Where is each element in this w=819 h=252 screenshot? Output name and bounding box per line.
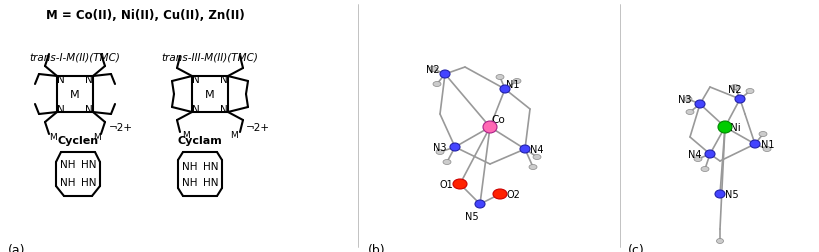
Text: N: N <box>85 105 93 115</box>
Text: N1: N1 <box>505 80 519 90</box>
Text: trans-III-M(II)(TMC): trans-III-M(II)(TMC) <box>161 52 258 62</box>
Text: N1: N1 <box>760 139 774 149</box>
Text: N4: N4 <box>687 149 701 159</box>
Text: Cyclen: Cyclen <box>57 136 98 145</box>
Text: N4: N4 <box>530 144 543 154</box>
Text: N: N <box>57 105 65 115</box>
Text: N3: N3 <box>677 94 691 105</box>
Text: NH: NH <box>60 177 75 187</box>
Text: N: N <box>219 105 228 115</box>
Ellipse shape <box>452 179 467 189</box>
Text: M: M <box>49 132 57 141</box>
Text: trans-I-M(II)(TMC): trans-I-M(II)(TMC) <box>29 52 120 62</box>
Text: O1: O1 <box>439 179 452 189</box>
Ellipse shape <box>762 147 770 152</box>
Ellipse shape <box>482 121 496 134</box>
Ellipse shape <box>492 189 506 199</box>
Ellipse shape <box>749 140 759 148</box>
Text: N: N <box>219 75 228 85</box>
Text: HN: HN <box>203 161 219 171</box>
Ellipse shape <box>717 121 731 134</box>
Ellipse shape <box>450 143 459 151</box>
Ellipse shape <box>734 96 744 104</box>
Ellipse shape <box>432 82 441 87</box>
Text: HN: HN <box>81 177 97 187</box>
Ellipse shape <box>428 67 437 72</box>
Text: M: M <box>93 132 101 141</box>
Text: NH: NH <box>182 177 197 187</box>
Ellipse shape <box>714 190 724 198</box>
Text: NH: NH <box>60 159 75 169</box>
Ellipse shape <box>513 79 520 84</box>
Ellipse shape <box>495 75 504 80</box>
Text: O2: O2 <box>505 189 519 199</box>
Text: N3: N3 <box>432 142 446 152</box>
Ellipse shape <box>442 160 450 165</box>
Ellipse shape <box>532 155 541 160</box>
Ellipse shape <box>730 85 738 90</box>
Text: N5: N5 <box>464 211 478 221</box>
Ellipse shape <box>474 200 484 208</box>
Ellipse shape <box>436 150 443 155</box>
Ellipse shape <box>704 150 714 158</box>
Ellipse shape <box>695 101 704 109</box>
Text: N: N <box>192 75 200 85</box>
Ellipse shape <box>440 71 450 79</box>
Text: HN: HN <box>203 177 219 187</box>
Text: M = Co(II), Ni(II), Cu(II), Zn(II): M = Co(II), Ni(II), Cu(II), Zn(II) <box>46 9 244 21</box>
Text: Ni: Ni <box>729 122 740 133</box>
Ellipse shape <box>700 167 708 172</box>
Text: ¬2+: ¬2+ <box>246 122 269 133</box>
Text: HN: HN <box>81 159 97 169</box>
Text: ¬2+: ¬2+ <box>109 122 133 133</box>
Ellipse shape <box>683 97 691 102</box>
Ellipse shape <box>686 110 693 115</box>
Text: N2: N2 <box>426 65 439 75</box>
Text: N: N <box>85 75 93 85</box>
Text: N5: N5 <box>724 189 738 199</box>
Ellipse shape <box>758 132 766 137</box>
Text: (c): (c) <box>627 243 644 252</box>
Text: M: M <box>205 90 215 100</box>
Ellipse shape <box>528 165 536 170</box>
Text: M: M <box>182 130 190 139</box>
Text: NH: NH <box>182 161 197 171</box>
Ellipse shape <box>500 86 509 94</box>
Ellipse shape <box>716 239 722 243</box>
Ellipse shape <box>745 89 753 94</box>
Text: (b): (b) <box>368 243 385 252</box>
Ellipse shape <box>693 157 701 162</box>
Text: Co: Co <box>491 115 505 124</box>
Text: N: N <box>192 105 200 115</box>
Text: Cyclam: Cyclam <box>178 136 222 145</box>
Text: M: M <box>70 90 79 100</box>
Text: M: M <box>230 130 238 139</box>
Text: N: N <box>57 75 65 85</box>
Text: N2: N2 <box>727 85 741 94</box>
Text: (a): (a) <box>8 243 25 252</box>
Ellipse shape <box>519 145 529 153</box>
